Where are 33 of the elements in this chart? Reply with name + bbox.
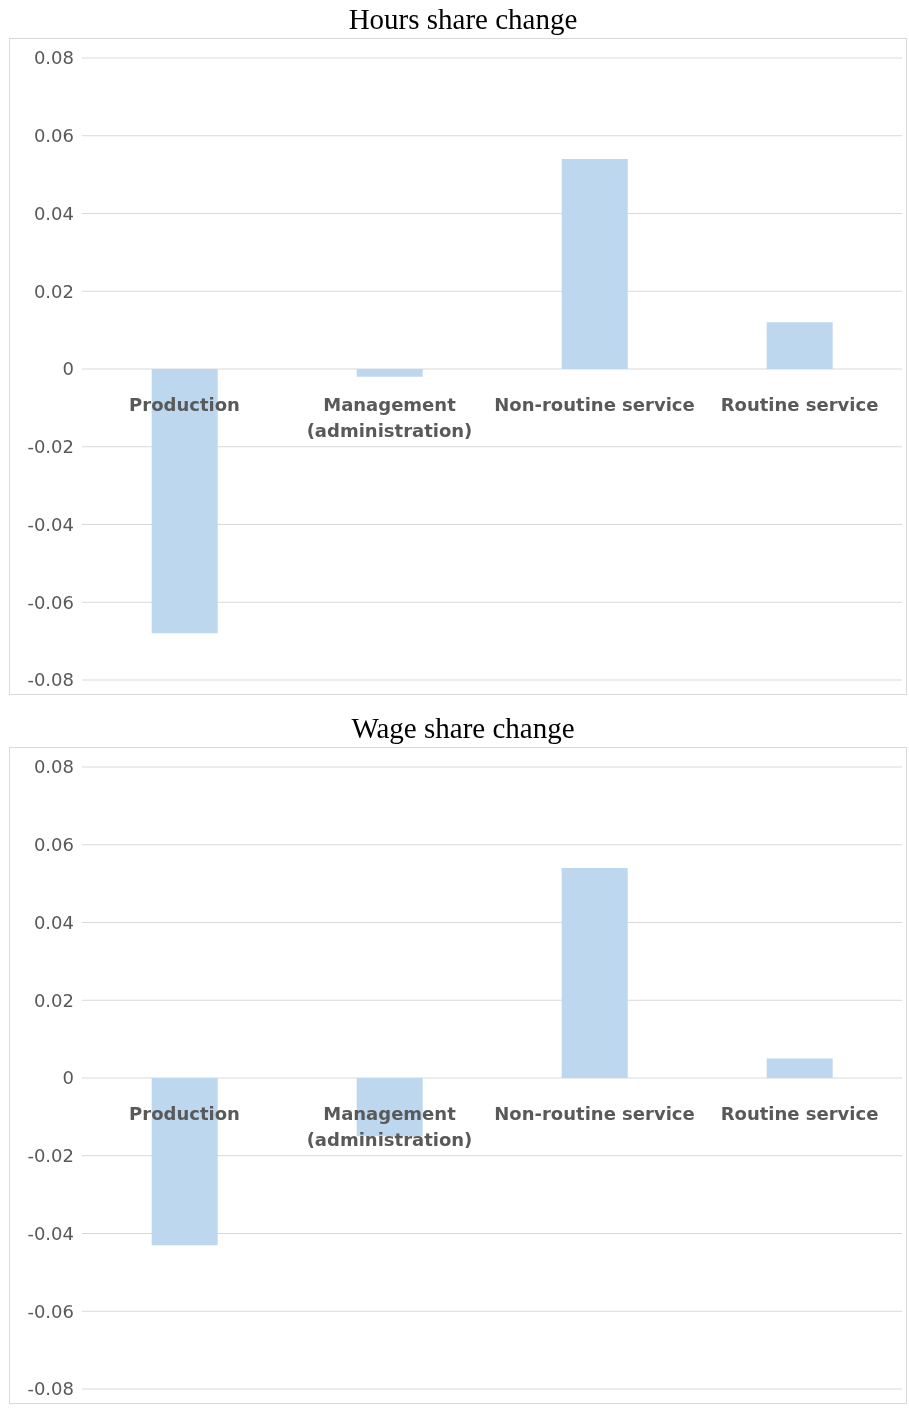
bar [561, 159, 628, 369]
y-tick-label: -0.02 [27, 436, 74, 458]
y-tick-label: -0.08 [27, 1378, 74, 1400]
y-tick-label: 0 [62, 1067, 74, 1089]
bar [766, 1058, 833, 1078]
y-tick-label: -0.04 [27, 513, 74, 535]
chart-title: Wage share change [350, 711, 576, 746]
x-tick-label: Management (administration) [306, 393, 473, 441]
y-tick-label: 0.08 [33, 47, 74, 69]
y-tick-label: 0.02 [33, 280, 74, 302]
y-tick-label: 0.04 [33, 202, 74, 224]
y-tick-label: 0.02 [33, 989, 74, 1011]
chart-title: Hours share change [347, 2, 579, 37]
x-tick-label: Production [129, 393, 240, 415]
x-tick-label: Management (administration) [306, 1102, 473, 1150]
y-tick-label: -0.04 [27, 1222, 74, 1244]
bar [766, 322, 833, 369]
x-tick-label: Non-routine service [494, 393, 695, 415]
y-tick-label: 0.08 [33, 756, 74, 778]
y-tick-label: -0.02 [27, 1145, 74, 1167]
x-tick-label: Routine service [720, 1102, 879, 1124]
y-tick-label: 0.06 [33, 834, 74, 856]
x-tick-label: Production [129, 1102, 240, 1124]
y-tick-label: -0.06 [27, 1300, 74, 1322]
y-tick-label: 0.06 [33, 125, 74, 147]
y-tick-label: 0 [62, 358, 74, 380]
bar [561, 868, 628, 1078]
y-tick-label: -0.06 [27, 591, 74, 613]
y-tick-label: 0.04 [33, 911, 74, 933]
x-tick-label: Non-routine service [494, 1102, 695, 1124]
y-tick-label: -0.08 [27, 669, 74, 691]
bar [356, 369, 423, 377]
x-tick-label: Routine service [720, 393, 879, 415]
